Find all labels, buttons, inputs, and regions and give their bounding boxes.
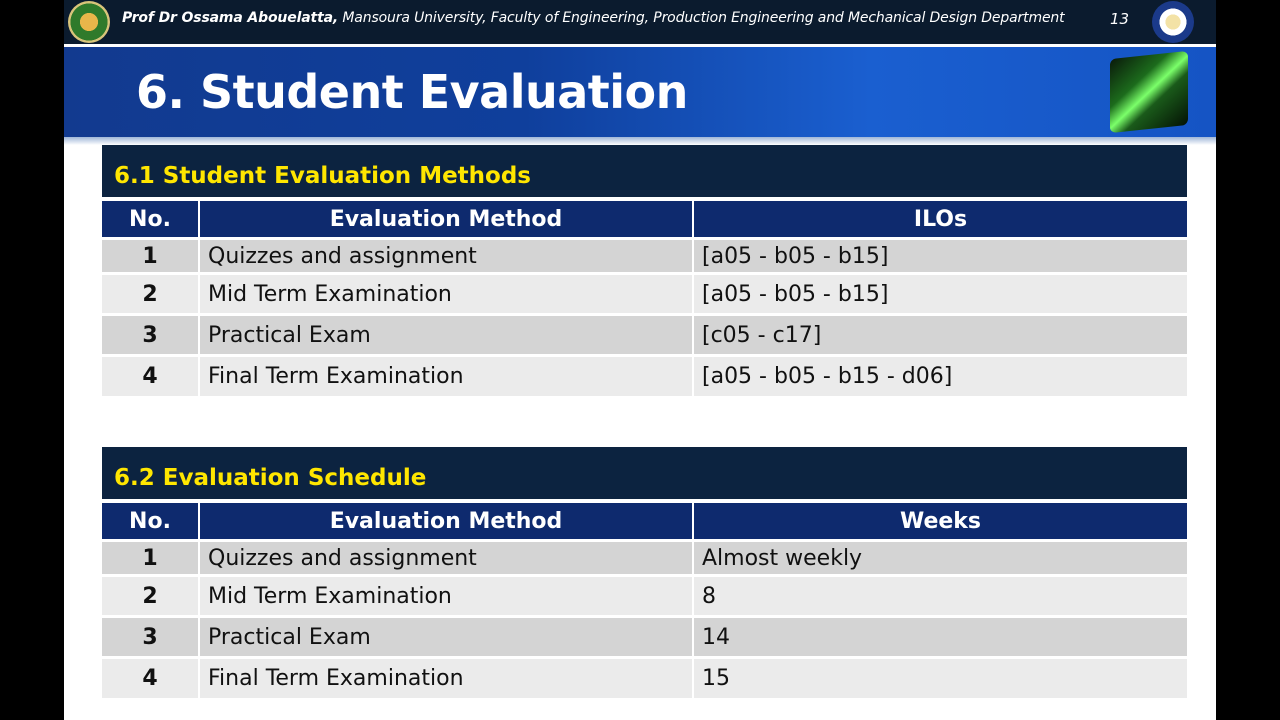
row-number: 4	[102, 659, 198, 698]
table-header: No. Evaluation Method Weeks	[102, 503, 1187, 539]
affiliation: Mansoura University, Faculty of Engineer…	[338, 10, 1065, 26]
row-method: Final Term Examination	[198, 357, 692, 396]
column-header-weeks: Weeks	[692, 503, 1187, 539]
row-weeks: 8	[692, 577, 1187, 615]
row-number: 1	[102, 542, 198, 574]
slide-credit: Prof Dr Ossama Abouelatta, Mansoura Univ…	[122, 10, 1092, 26]
table-row: 4 Final Term Examination [a05 - b05 - b1…	[102, 357, 1187, 396]
university-logo-icon	[68, 1, 110, 43]
section-heading: 6.1 Student Evaluation Methods	[102, 145, 1187, 197]
row-weeks: 15	[692, 659, 1187, 698]
column-header-no: No.	[102, 503, 198, 539]
table-row: 2 Mid Term Examination [a05 - b05 - b15]	[102, 275, 1187, 313]
top-bar: Prof Dr Ossama Abouelatta, Mansoura Univ…	[64, 0, 1216, 44]
decorative-graphic-icon	[1110, 50, 1188, 134]
row-number: 4	[102, 357, 198, 396]
title-bar: 6. Student Evaluation	[64, 47, 1216, 137]
table-row: 1 Quizzes and assignment [a05 - b05 - b1…	[102, 240, 1187, 272]
table-header: No. Evaluation Method ILOs	[102, 201, 1187, 237]
column-header-no: No.	[102, 201, 198, 237]
row-method: Quizzes and assignment	[198, 240, 692, 272]
column-header-ilos: ILOs	[692, 201, 1187, 237]
table-row: 3 Practical Exam 14	[102, 618, 1187, 656]
row-ilos: [a05 - b05 - b15 - d06]	[692, 357, 1187, 396]
row-ilos: [c05 - c17]	[692, 316, 1187, 354]
table-row: 3 Practical Exam [c05 - c17]	[102, 316, 1187, 354]
row-ilos: [a05 - b05 - b15]	[692, 275, 1187, 313]
faculty-logo-icon	[1152, 1, 1194, 43]
row-method: Practical Exam	[198, 316, 692, 354]
row-weeks: 14	[692, 618, 1187, 656]
title-shadow	[64, 137, 1216, 145]
slide-title: 6. Student Evaluation	[136, 65, 688, 119]
author-name: Prof Dr Ossama Abouelatta,	[122, 10, 339, 26]
slide: Prof Dr Ossama Abouelatta, Mansoura Univ…	[64, 0, 1216, 720]
section-heading: 6.2 Evaluation Schedule	[102, 447, 1187, 499]
table-row: 4 Final Term Examination 15	[102, 659, 1187, 698]
page-number: 13	[1110, 10, 1130, 28]
row-number: 2	[102, 577, 198, 615]
row-weeks: Almost weekly	[692, 542, 1187, 574]
row-method: Practical Exam	[198, 618, 692, 656]
row-number: 3	[102, 316, 198, 354]
row-method: Mid Term Examination	[198, 275, 692, 313]
column-header-method: Evaluation Method	[198, 503, 692, 539]
column-header-method: Evaluation Method	[198, 201, 692, 237]
row-method: Mid Term Examination	[198, 577, 692, 615]
row-number: 1	[102, 240, 198, 272]
table-row: 1 Quizzes and assignment Almost weekly	[102, 542, 1187, 574]
row-method: Final Term Examination	[198, 659, 692, 698]
row-number: 2	[102, 275, 198, 313]
table-row: 2 Mid Term Examination 8	[102, 577, 1187, 615]
evaluation-methods-section: 6.1 Student Evaluation Methods No. Evalu…	[102, 145, 1187, 396]
row-method: Quizzes and assignment	[198, 542, 692, 574]
evaluation-schedule-section: 6.2 Evaluation Schedule No. Evaluation M…	[102, 447, 1187, 698]
row-number: 3	[102, 618, 198, 656]
row-ilos: [a05 - b05 - b15]	[692, 240, 1187, 272]
